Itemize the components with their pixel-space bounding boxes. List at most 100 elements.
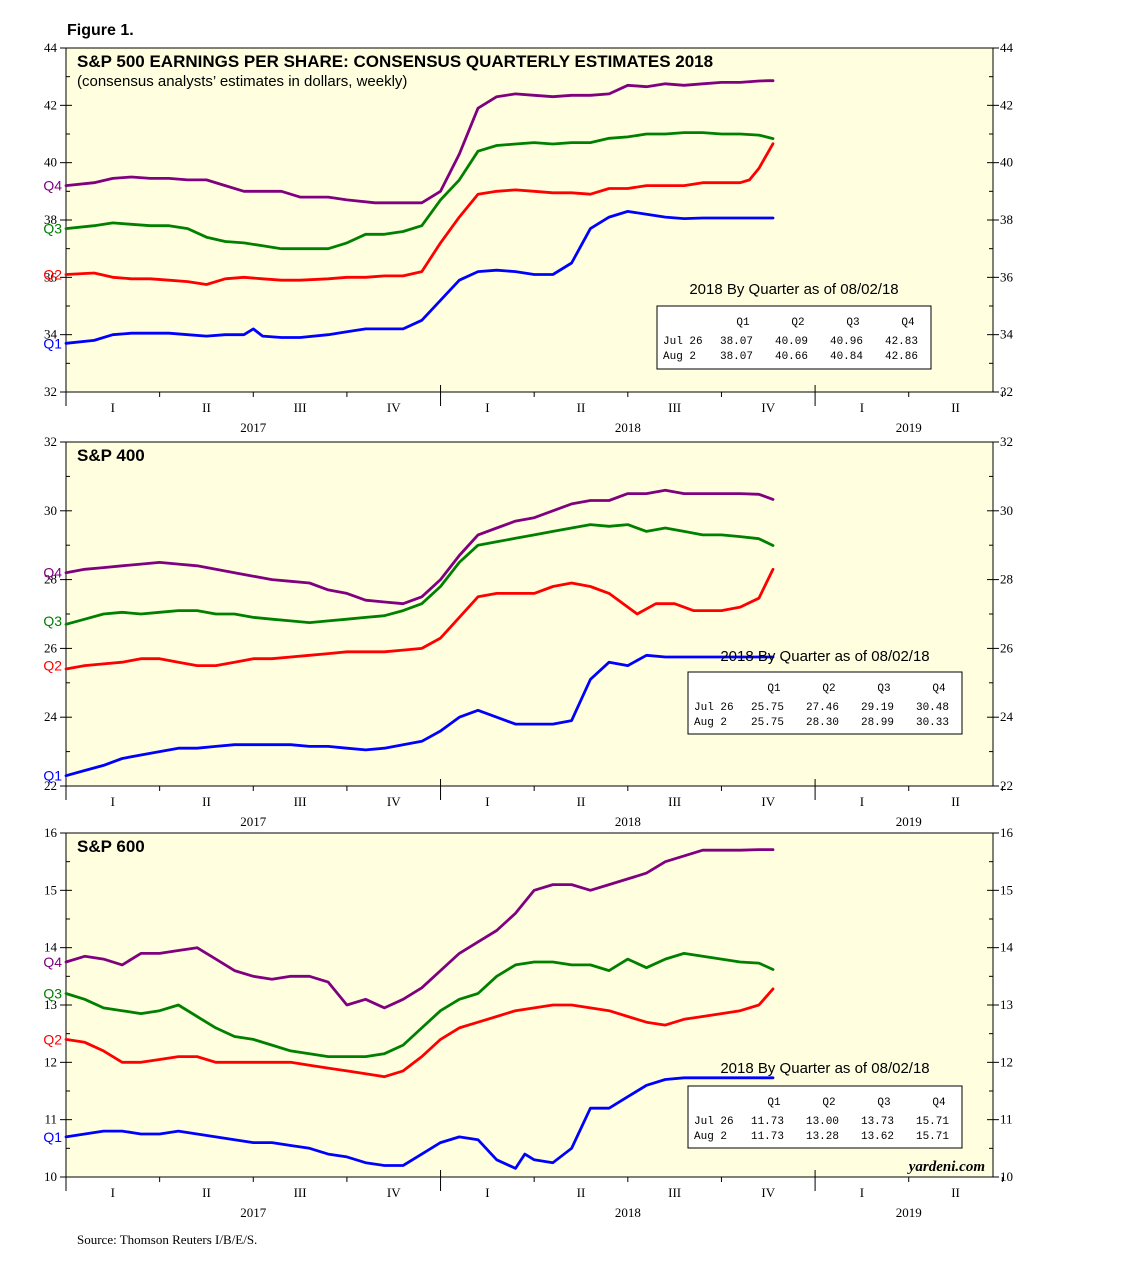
series-line-q3 (64, 952, 775, 1058)
x-year-label: 2017 (240, 1205, 267, 1220)
x-year-label: 2018 (615, 420, 641, 435)
y-tick-label-left: 13 (44, 997, 57, 1012)
table-row-label: Jul 26 (694, 1116, 734, 1128)
table-cell: 40.96 (830, 336, 863, 348)
table-cell: 13.62 (861, 1131, 894, 1143)
table-title: 2018 By Quarter as of 08/02/18 (720, 648, 929, 665)
x-quarter-label: III (294, 1185, 307, 1200)
series-label-q2: Q2 (43, 1031, 62, 1047)
data-table (687, 671, 963, 735)
table-row-label: Jul 26 (663, 336, 703, 348)
data-table (656, 305, 932, 370)
series-line-q1 (64, 1076, 775, 1170)
table-cell: 28.30 (806, 717, 839, 729)
y-tick-label-left: 42 (44, 97, 57, 112)
table-cell: 28.99 (861, 717, 894, 729)
table-col-header: Q4 (932, 683, 946, 695)
series-line-q2 (64, 987, 775, 1079)
table-col-header: Q2 (822, 1097, 835, 1109)
table-title: 2018 By Quarter as of 08/02/18 (720, 1060, 929, 1077)
x-year-label: 2017 (240, 420, 267, 435)
chart-subtitle: (consensus analysts’ estimates in dollar… (77, 73, 407, 90)
series-label-q4: Q4 (43, 565, 62, 581)
series-line-q4 (64, 488, 775, 606)
table-col-header: Q1 (767, 1097, 781, 1109)
table-cell: 13.00 (806, 1116, 839, 1128)
table-cell: 40.66 (775, 351, 808, 363)
table-cell: 38.07 (720, 351, 753, 363)
table-cell: 11.73 (751, 1116, 784, 1128)
table-col-header: Q2 (791, 317, 804, 329)
y-tick-label-right: 13 (1000, 997, 1013, 1012)
y-tick-label-right: 14 (1000, 940, 1014, 955)
y-tick-label-right: 30 (1000, 503, 1013, 518)
series-line-q1 (64, 653, 775, 778)
y-tick-label-left: 44 (44, 40, 58, 55)
y-tick-label-left: 26 (44, 640, 58, 655)
series-label-q2: Q2 (43, 658, 62, 674)
y-tick-label-right: 28 (1000, 572, 1013, 587)
y-tick-label-right: 40 (1000, 155, 1013, 170)
y-tick-label-right: 32 (1000, 384, 1013, 399)
table-row-label: Jul 26 (694, 702, 734, 714)
x-quarter-label: I (485, 400, 489, 415)
table-cell: 38.07 (720, 336, 753, 348)
table-col-header: Q1 (767, 683, 781, 695)
series-label-q2: Q2 (43, 266, 62, 282)
x-quarter-label: III (294, 400, 307, 415)
x-quarter-label: I (860, 794, 864, 809)
table-row-label: Aug 2 (663, 351, 696, 363)
series-line-q3 (64, 523, 775, 626)
x-quarter-label: II (202, 794, 211, 809)
x-quarter-label: II (577, 1185, 586, 1200)
y-tick-label-left: 34 (44, 327, 58, 342)
x-quarter-label: I (860, 400, 864, 415)
y-tick-label-left: 15 (44, 882, 57, 897)
y-tick-label-left: 24 (44, 709, 58, 724)
y-tick-label-right: 11 (1000, 1112, 1013, 1127)
chart-title: S&P 400 (77, 446, 145, 465)
table-cell: 13.73 (861, 1116, 894, 1128)
x-quarter-label: I (111, 794, 115, 809)
series-label-q3: Q3 (43, 986, 62, 1002)
series-line-q1 (64, 209, 775, 345)
table-cell: 15.71 (916, 1131, 949, 1143)
table-col-header: Q3 (877, 1097, 890, 1109)
table-col-header: Q1 (736, 317, 750, 329)
x-quarter-label: III (668, 400, 681, 415)
y-tick-label-left: 32 (44, 384, 57, 399)
y-tick-label-right: 34 (1000, 327, 1014, 342)
y-tick-label-left: 11 (44, 1112, 57, 1127)
x-quarter-label: I (485, 1185, 489, 1200)
series-line-q2 (64, 142, 775, 286)
x-quarter-label: IV (761, 794, 775, 809)
table-cell: 40.09 (775, 336, 808, 348)
series-line-q2 (64, 567, 775, 671)
table-cell: 25.75 (751, 717, 784, 729)
x-quarter-label: III (668, 794, 681, 809)
y-tick-label-left: 28 (44, 572, 57, 587)
y-tick-label-right: 36 (1000, 269, 1014, 284)
x-year-label: 2019 (896, 1205, 922, 1220)
series-line-q4 (64, 79, 775, 205)
table-cell: 27.46 (806, 702, 839, 714)
table-cell: 30.33 (916, 717, 949, 729)
y-tick-label-left: 14 (44, 940, 58, 955)
source-note: Source: Thomson Reuters I/B/E/S. (77, 1232, 257, 1247)
x-quarter-label: II (577, 400, 586, 415)
y-tick-label-left: 16 (44, 825, 58, 840)
y-tick-label-left: 36 (44, 269, 58, 284)
data-table (687, 1085, 963, 1149)
x-quarter-label: II (577, 794, 586, 809)
series-line-q3 (64, 131, 775, 251)
table-col-header: Q2 (822, 683, 835, 695)
x-quarter-label: II (951, 794, 960, 809)
chart-title: S&P 500 EARNINGS PER SHARE: CONSENSUS QU… (77, 52, 713, 71)
y-tick-label-left: 22 (44, 778, 57, 793)
y-tick-label-right: 42 (1000, 97, 1013, 112)
table-row-label: Aug 2 (694, 717, 727, 729)
x-quarter-label: I (111, 1185, 115, 1200)
